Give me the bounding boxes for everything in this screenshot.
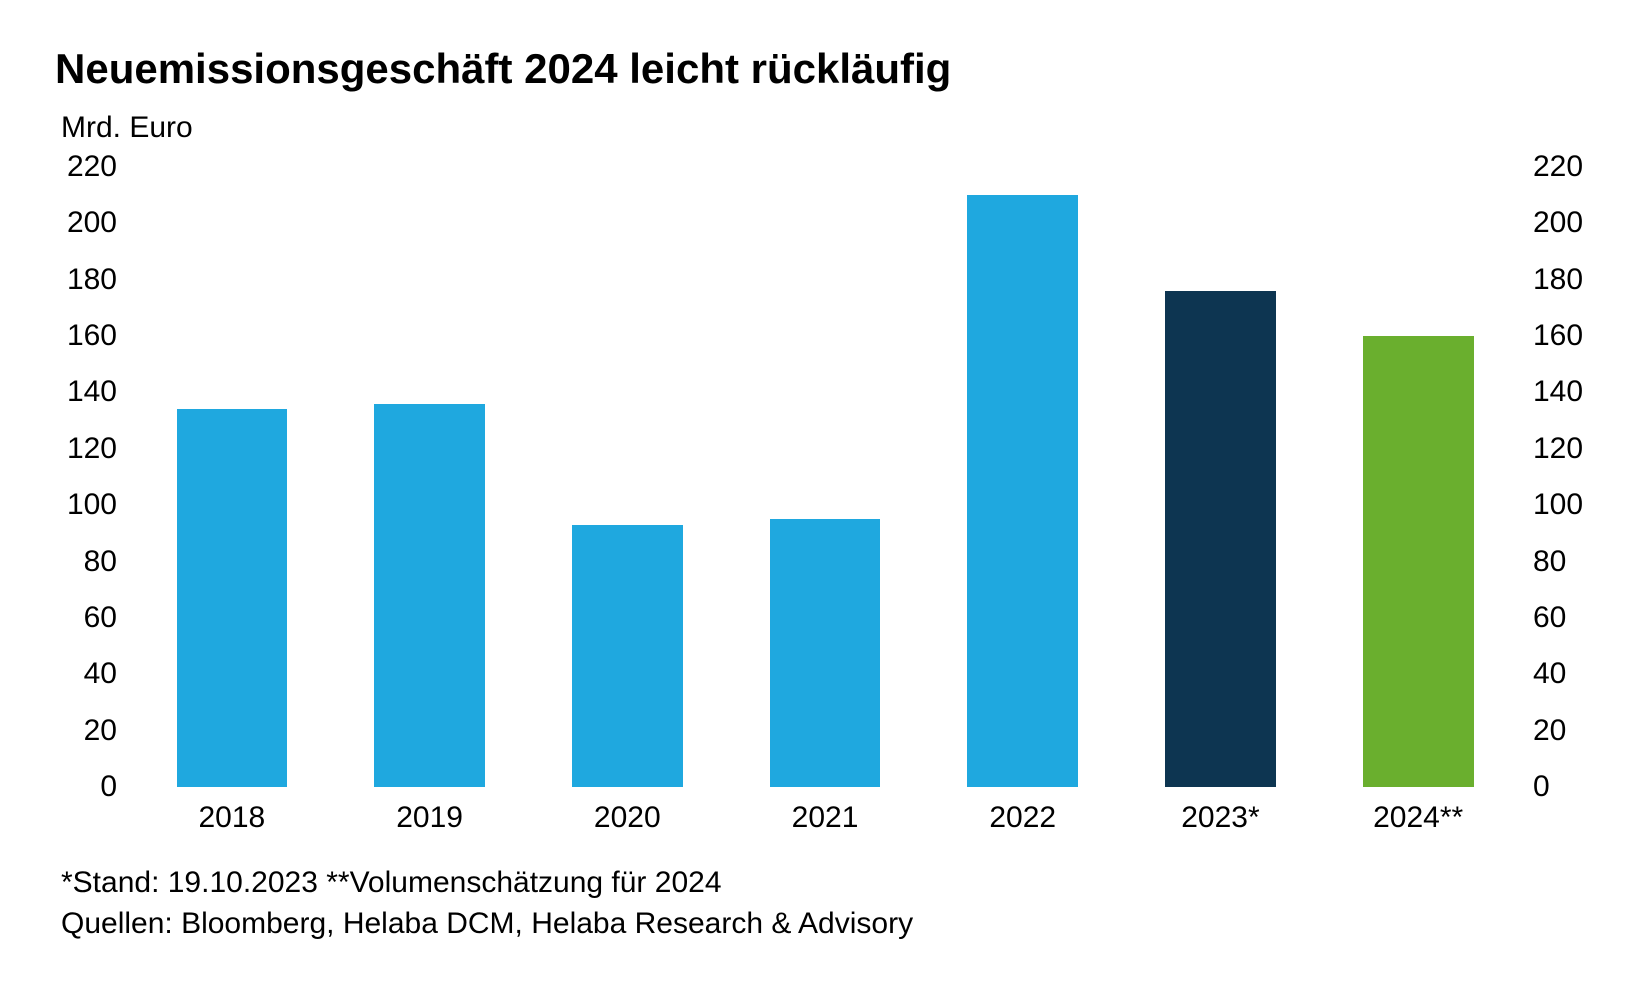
x-tick: 2020	[528, 801, 726, 835]
bar	[1363, 336, 1474, 787]
x-labels: 201820192020202120222023*2024**	[133, 801, 1517, 835]
y-tick: 40	[1533, 657, 1566, 691]
x-tick: 2018	[133, 801, 331, 835]
footnote-line-2: Quellen: Bloomberg, Helaba DCM, Helaba R…	[61, 904, 1595, 945]
bar-slot	[726, 167, 924, 787]
y-tick: 220	[67, 150, 117, 184]
y-tick: 180	[1533, 263, 1583, 297]
y-tick: 40	[84, 657, 117, 691]
y-tick: 180	[67, 263, 117, 297]
plot-area	[133, 167, 1517, 787]
bar-slot	[331, 167, 529, 787]
bar	[967, 195, 1078, 787]
y-tick: 200	[1533, 206, 1583, 240]
footnote-line-1: *Stand: 19.10.2023 **Volumenschätzung fü…	[61, 863, 1595, 904]
bar	[770, 519, 881, 787]
bars-container	[133, 167, 1517, 787]
y-axis-left: 220200180160140120100806040200	[55, 167, 133, 787]
y-tick: 100	[1533, 488, 1583, 522]
y-tick: 80	[84, 545, 117, 579]
y-tick: 140	[1533, 375, 1583, 409]
y-tick: 20	[84, 714, 117, 748]
y-tick: 60	[1533, 601, 1566, 635]
x-tick: 2023*	[1122, 801, 1320, 835]
footnotes: *Stand: 19.10.2023 **Volumenschätzung fü…	[61, 863, 1595, 944]
bar	[1165, 291, 1276, 787]
y-tick: 200	[67, 206, 117, 240]
y-tick: 140	[67, 375, 117, 409]
y-tick: 0	[1533, 770, 1550, 804]
y-tick: 120	[67, 432, 117, 466]
y-tick: 220	[1533, 150, 1583, 184]
chart-area: 220200180160140120100806040200 220200180…	[55, 167, 1595, 835]
y-tick: 120	[1533, 432, 1583, 466]
y-tick: 160	[67, 319, 117, 353]
y-tick: 80	[1533, 545, 1566, 579]
y-tick: 20	[1533, 714, 1566, 748]
y-tick: 100	[67, 488, 117, 522]
bar-slot	[133, 167, 331, 787]
bar	[177, 409, 288, 787]
x-tick: 2021	[726, 801, 924, 835]
x-axis: 201820192020202120222023*2024**	[55, 801, 1595, 835]
x-tick: 2022	[924, 801, 1122, 835]
y-tick: 160	[1533, 319, 1583, 353]
x-tick: 2024**	[1319, 801, 1517, 835]
bar	[572, 525, 683, 787]
bar-slot	[924, 167, 1122, 787]
x-tick: 2019	[331, 801, 529, 835]
y-tick: 0	[100, 770, 117, 804]
y-axis-right: 220200180160140120100806040200	[1517, 167, 1595, 787]
chart-subtitle: Mrd. Euro	[61, 111, 1595, 145]
bar	[374, 404, 485, 787]
bar-slot	[528, 167, 726, 787]
y-tick: 60	[84, 601, 117, 635]
bar-slot	[1319, 167, 1517, 787]
chart-title: Neuemissionsgeschäft 2024 leicht rückläu…	[55, 45, 1595, 93]
bar-slot	[1122, 167, 1320, 787]
